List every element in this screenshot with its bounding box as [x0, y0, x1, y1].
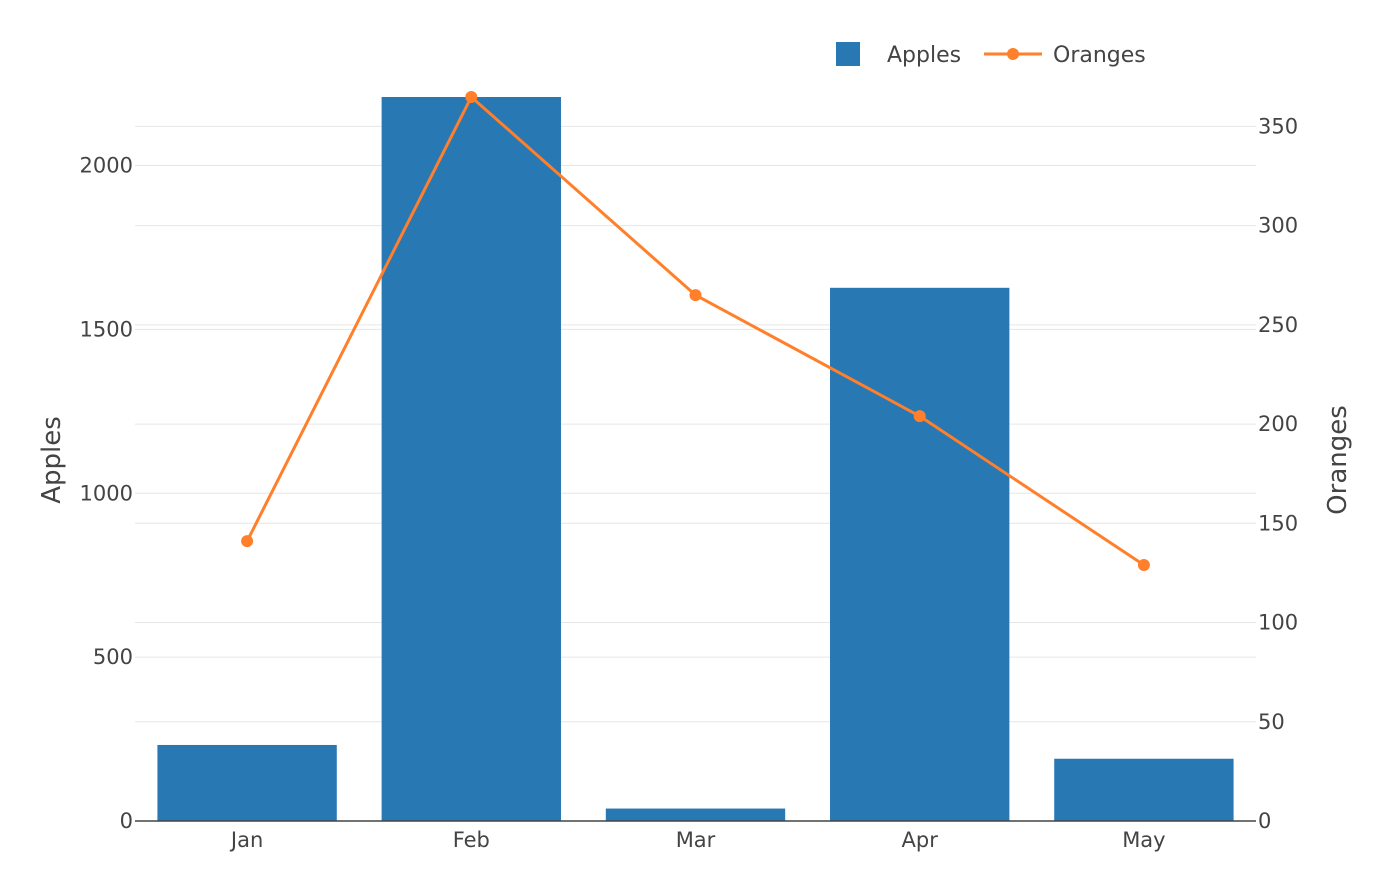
legend-swatch-apples — [836, 42, 860, 66]
y1-tick-label: 1000 — [80, 481, 133, 505]
apples-bars — [157, 97, 1234, 821]
legend-swatch-marker-oranges — [1007, 48, 1019, 60]
y2-tick-label: 250 — [1258, 313, 1298, 337]
y1-tick-label: 1500 — [80, 317, 133, 341]
x-tick-label-apr: Apr — [902, 828, 939, 852]
bar-apples-may[interactable] — [1054, 758, 1234, 821]
legend-item-oranges[interactable]: Oranges — [984, 43, 1146, 68]
legend[interactable]: Apples Oranges — [836, 42, 1146, 68]
x-tick-label-feb: Feb — [453, 828, 490, 852]
y2-tick-label: 50 — [1258, 710, 1285, 734]
x-tick-label-mar: Mar — [676, 828, 716, 852]
gridlines — [135, 125, 1256, 723]
legend-label-apples: Apples — [887, 43, 961, 68]
y1-axis-title: Apples — [37, 416, 67, 504]
y1-tick-labels: 0 500 1000 1500 2000 — [80, 154, 133, 833]
x-tick-labels: Jan Feb Mar Apr May — [229, 828, 1166, 852]
y1-tick-label: 500 — [93, 645, 133, 669]
y1-tick-label: 2000 — [80, 154, 133, 178]
legend-item-apples[interactable]: Apples — [836, 42, 961, 68]
bar-apples-apr[interactable] — [830, 287, 1010, 821]
bar-apples-feb[interactable] — [381, 97, 561, 821]
y2-tick-label: 150 — [1258, 511, 1298, 535]
y1-tick-label: 0 — [120, 809, 133, 833]
y2-tick-label: 350 — [1258, 114, 1298, 138]
y2-tick-label: 0 — [1258, 809, 1271, 833]
y2-tick-label: 300 — [1258, 214, 1298, 238]
point-oranges-jan[interactable] — [241, 535, 254, 548]
y2-tick-labels: 0 50 100 150 200 250 300 350 — [1258, 114, 1298, 833]
y2-tick-label: 200 — [1258, 412, 1298, 436]
point-oranges-may[interactable] — [1137, 558, 1150, 571]
x-tick-label-jan: Jan — [229, 828, 263, 852]
y2-axis-title: Oranges — [1323, 405, 1353, 515]
x-tick-label-may: May — [1122, 828, 1165, 852]
bar-apples-mar[interactable] — [605, 808, 786, 821]
point-oranges-mar[interactable] — [689, 289, 702, 302]
point-oranges-feb[interactable] — [465, 91, 478, 103]
oranges-line-series — [241, 91, 1150, 571]
point-oranges-apr[interactable] — [913, 410, 926, 423]
y2-tick-label: 100 — [1258, 611, 1298, 635]
bar-apples-jan[interactable] — [157, 744, 337, 821]
legend-label-oranges: Oranges — [1053, 43, 1146, 68]
